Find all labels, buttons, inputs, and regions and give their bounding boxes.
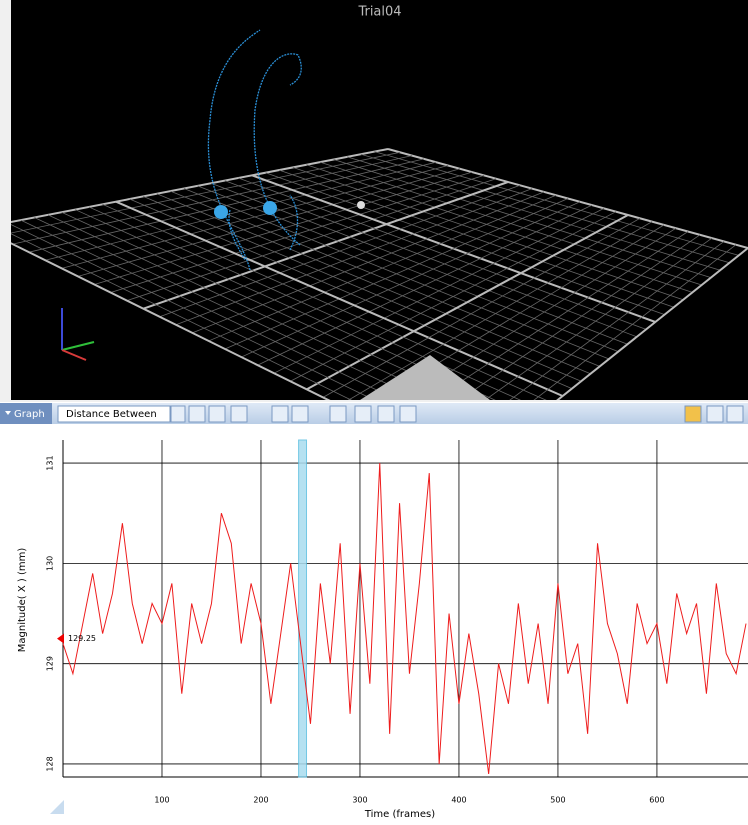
x-tick-label: 400 xyxy=(451,796,466,805)
marker-sphere xyxy=(357,201,365,209)
tool-button[interactable] xyxy=(209,406,225,422)
dropdown-button[interactable] xyxy=(171,406,185,422)
y-axis-label: Magnitude( X ) (mm) xyxy=(17,548,28,653)
tool-button[interactable] xyxy=(330,406,346,422)
x-tick-label: 100 xyxy=(154,796,169,805)
app: Trial04 Graph Distance Between 100 200 300… xyxy=(0,0,748,821)
value-marker-label: 129.25 xyxy=(68,634,96,643)
tool-button[interactable] xyxy=(355,406,371,422)
tool-button[interactable] xyxy=(231,406,247,422)
x-tick-label: 500 xyxy=(550,796,565,805)
x-axis-label: Time (frames) xyxy=(364,809,435,820)
marker-sphere xyxy=(263,201,277,215)
viewport-title: Trial04 xyxy=(357,5,401,20)
x-tick-label: 300 xyxy=(352,796,367,805)
y-tick-label: 131 xyxy=(46,455,55,470)
x-tick-label: 200 xyxy=(253,796,268,805)
marker-sphere xyxy=(214,205,228,219)
tool-button[interactable] xyxy=(189,406,205,422)
tool-button[interactable] xyxy=(400,406,416,422)
layout-button[interactable] xyxy=(707,406,723,422)
scroll-handle[interactable] xyxy=(50,800,64,814)
y-tick-label: 130 xyxy=(46,556,55,571)
x-tick-label: 600 xyxy=(649,796,664,805)
tool-button[interactable] xyxy=(292,406,308,422)
y-tick-label: 129 xyxy=(46,656,55,671)
page: Trial04 Graph Distance Between 100 200 300… xyxy=(0,0,748,821)
tool-button[interactable] xyxy=(378,406,394,422)
lock-button[interactable] xyxy=(685,406,701,422)
data-line xyxy=(63,463,746,774)
frame-cursor xyxy=(299,440,307,777)
graph: 100 200 300 400 500 600 128 129 130 131 129.25 xyxy=(46,440,748,805)
dropdown-text: Distance Between xyxy=(66,409,157,420)
tool-button[interactable] xyxy=(272,406,288,422)
layout-button[interactable] xyxy=(727,406,743,422)
y-tick-label: 128 xyxy=(46,756,55,771)
value-marker xyxy=(57,634,64,644)
panel-name: Graph xyxy=(14,409,45,420)
